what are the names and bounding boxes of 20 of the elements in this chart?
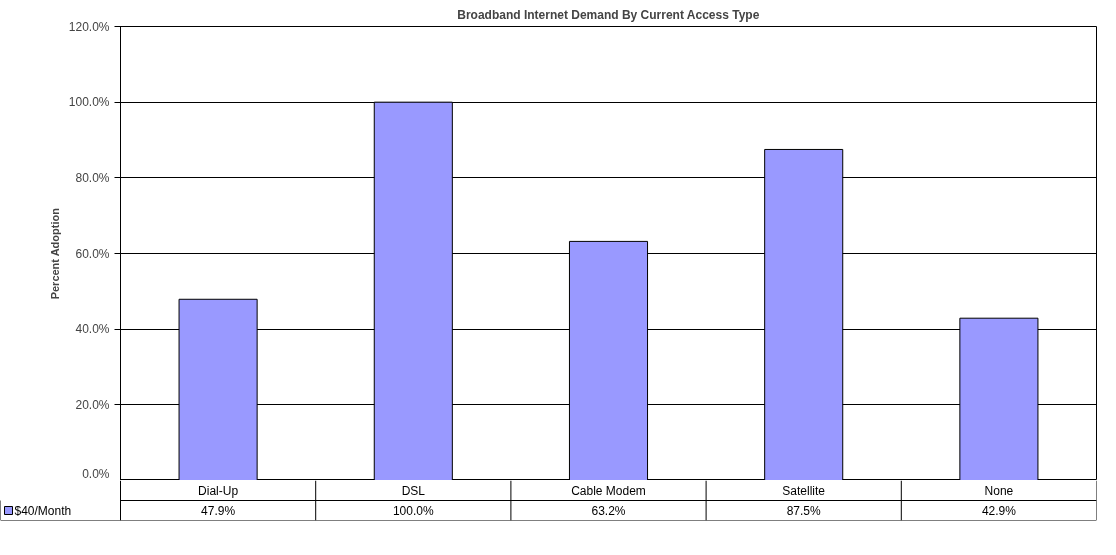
y-tick-label: 80.0% [75,170,110,185]
x-tick-label: Dial-Up [198,483,239,498]
y-tick-label: 0.0% [82,466,110,481]
y-tick-label: 120.0% [68,19,110,34]
y-tick-label: 40.0% [75,322,110,337]
data-label: 100.0% [392,503,434,518]
data-label: 47.9% [201,503,236,518]
legend-label: $40/Month [14,503,72,518]
y-tick-label: 100.0% [68,95,110,110]
data-label: 42.9% [981,503,1017,518]
chart-title: Broadband Internet Demand By Current Access Type [457,7,760,22]
x-tick-label: Cable Modem [571,483,646,498]
x-tick-label: None [984,483,1014,498]
y-tick-label: 60.0% [75,246,110,261]
data-label: 63.2% [591,503,626,518]
x-tick-label: DSL [401,483,426,498]
x-tick-label: Satellite [782,483,826,498]
data-label: 87.5% [786,503,822,518]
y-axis-title: Percent Adoption [48,207,61,300]
y-tick-label: 20.0% [75,397,110,412]
